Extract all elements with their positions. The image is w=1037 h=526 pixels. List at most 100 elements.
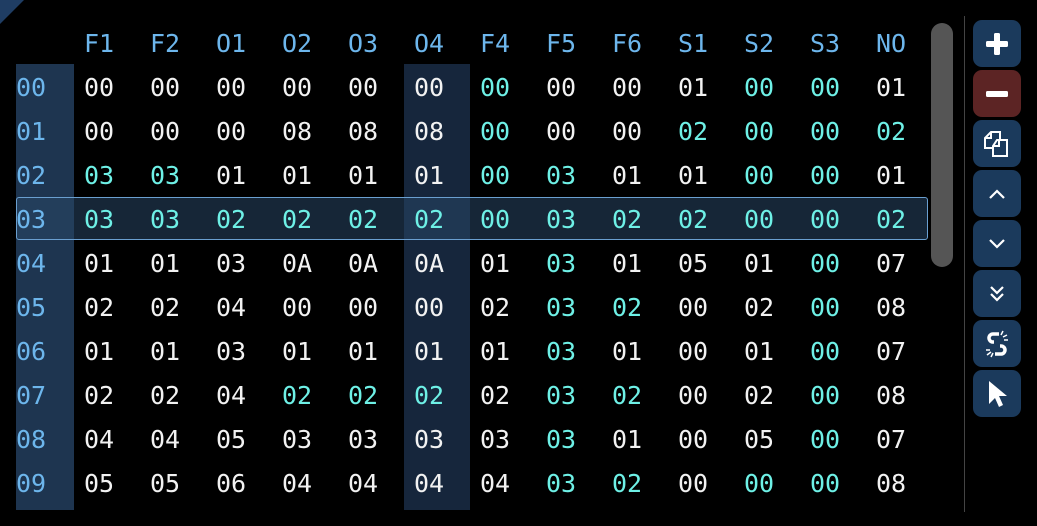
- grid-cell[interactable]: 00: [347, 73, 379, 102]
- grid-cell[interactable]: 03: [83, 161, 115, 190]
- grid-cell[interactable]: 04: [413, 469, 445, 498]
- grid-cell[interactable]: 05: [215, 425, 247, 454]
- grid-cell[interactable]: 00: [281, 293, 313, 322]
- grid-cell[interactable]: 01: [83, 249, 115, 278]
- row-header[interactable]: 04: [16, 249, 47, 278]
- grid-cell[interactable]: 00: [743, 117, 775, 146]
- grid-cell[interactable]: 06: [215, 469, 247, 498]
- grid-cell[interactable]: 00: [677, 337, 709, 366]
- grid-cell[interactable]: 01: [281, 161, 313, 190]
- grid-cell[interactable]: 00: [809, 381, 841, 410]
- move-up-button[interactable]: [973, 170, 1021, 217]
- grid-cell[interactable]: 02: [875, 117, 907, 146]
- grid-cell[interactable]: 0A: [413, 249, 445, 278]
- column-header-f2[interactable]: F2: [149, 29, 181, 58]
- scrollbar-thumb[interactable]: [931, 23, 953, 267]
- grid-cell[interactable]: 02: [347, 205, 379, 234]
- grid-cell[interactable]: 00: [83, 117, 115, 146]
- row-header[interactable]: 06: [16, 337, 47, 366]
- grid-cell[interactable]: 01: [479, 249, 511, 278]
- grid-cell[interactable]: 00: [743, 73, 775, 102]
- grid-cell[interactable]: 01: [83, 337, 115, 366]
- grid-cell[interactable]: 00: [479, 205, 511, 234]
- grid-cell[interactable]: 00: [809, 469, 841, 498]
- grid-cell[interactable]: 03: [479, 425, 511, 454]
- grid-cell[interactable]: 02: [743, 381, 775, 410]
- grid-cell[interactable]: 00: [809, 249, 841, 278]
- column-header-o2[interactable]: O2: [281, 29, 313, 58]
- grid-cell[interactable]: 05: [149, 469, 181, 498]
- grid-cell[interactable]: 04: [215, 381, 247, 410]
- grid-cell[interactable]: 00: [479, 161, 511, 190]
- row-header[interactable]: 07: [16, 381, 47, 410]
- column-header-s1[interactable]: S1: [677, 29, 709, 58]
- grid-cell[interactable]: 01: [875, 73, 907, 102]
- grid-cell[interactable]: 00: [479, 117, 511, 146]
- grid-cell[interactable]: 00: [479, 73, 511, 102]
- grid-cell[interactable]: 03: [545, 293, 577, 322]
- row-header[interactable]: 08: [16, 425, 47, 454]
- grid-cell[interactable]: 01: [149, 249, 181, 278]
- grid-cell[interactable]: 00: [743, 469, 775, 498]
- grid-cell[interactable]: 01: [215, 161, 247, 190]
- grid-cell[interactable]: 02: [281, 381, 313, 410]
- grid-cell[interactable]: 04: [347, 469, 379, 498]
- grid-cell[interactable]: 00: [809, 337, 841, 366]
- grid-cell[interactable]: 02: [677, 205, 709, 234]
- grid-cell[interactable]: 00: [149, 117, 181, 146]
- row-header[interactable]: 00: [16, 73, 47, 102]
- grid-cell[interactable]: 01: [281, 337, 313, 366]
- grid-cell[interactable]: 00: [281, 73, 313, 102]
- grid-cell[interactable]: 03: [215, 337, 247, 366]
- grid-cell[interactable]: 03: [545, 205, 577, 234]
- grid-cell[interactable]: 00: [809, 293, 841, 322]
- grid-cell[interactable]: 01: [677, 73, 709, 102]
- grid-cell[interactable]: 00: [611, 117, 643, 146]
- grid-cell[interactable]: 02: [347, 381, 379, 410]
- grid-cell[interactable]: 01: [677, 161, 709, 190]
- grid-cell[interactable]: 03: [545, 161, 577, 190]
- grid-cell[interactable]: 02: [743, 293, 775, 322]
- grid-cell[interactable]: 02: [149, 381, 181, 410]
- grid-cell[interactable]: 01: [611, 425, 643, 454]
- jump-end-button[interactable]: [973, 270, 1021, 317]
- grid-cell[interactable]: 03: [545, 381, 577, 410]
- grid-cell[interactable]: 03: [545, 337, 577, 366]
- column-header-no[interactable]: NO: [875, 29, 907, 58]
- row-header[interactable]: 03: [16, 205, 47, 234]
- grid-cell[interactable]: 01: [611, 337, 643, 366]
- grid-cell[interactable]: 01: [413, 337, 445, 366]
- grid-cell[interactable]: 02: [83, 293, 115, 322]
- grid-cell[interactable]: 00: [413, 293, 445, 322]
- grid-cell[interactable]: 03: [545, 249, 577, 278]
- grid-cell[interactable]: 00: [677, 381, 709, 410]
- grid-cell[interactable]: 00: [809, 117, 841, 146]
- grid-cell[interactable]: 02: [149, 293, 181, 322]
- column-header-o4[interactable]: O4: [413, 29, 445, 58]
- grid-cell[interactable]: 01: [743, 249, 775, 278]
- column-header-f6[interactable]: F6: [611, 29, 643, 58]
- row-header[interactable]: 01: [16, 117, 47, 146]
- grid-cell[interactable]: 00: [677, 293, 709, 322]
- column-header-f5[interactable]: F5: [545, 29, 577, 58]
- column-header-o3[interactable]: O3: [347, 29, 379, 58]
- grid-cell[interactable]: 02: [215, 205, 247, 234]
- grid-cell[interactable]: 03: [83, 205, 115, 234]
- grid-cell[interactable]: 07: [875, 249, 907, 278]
- duplicate-button[interactable]: [973, 120, 1021, 167]
- grid-cell[interactable]: 08: [281, 117, 313, 146]
- grid-cell[interactable]: 07: [875, 425, 907, 454]
- grid-cell[interactable]: 05: [83, 469, 115, 498]
- grid-cell[interactable]: 03: [347, 425, 379, 454]
- grid-cell[interactable]: 02: [611, 293, 643, 322]
- grid-cell[interactable]: 02: [611, 381, 643, 410]
- column-header-s3[interactable]: S3: [809, 29, 841, 58]
- grid-cell[interactable]: 00: [677, 469, 709, 498]
- column-header-o1[interactable]: O1: [215, 29, 247, 58]
- grid-cell[interactable]: 08: [413, 117, 445, 146]
- grid-cell[interactable]: 00: [611, 73, 643, 102]
- grid-cell[interactable]: 02: [611, 205, 643, 234]
- grid-cell[interactable]: 00: [149, 73, 181, 102]
- column-header-f4[interactable]: F4: [479, 29, 511, 58]
- grid-cell[interactable]: 00: [215, 73, 247, 102]
